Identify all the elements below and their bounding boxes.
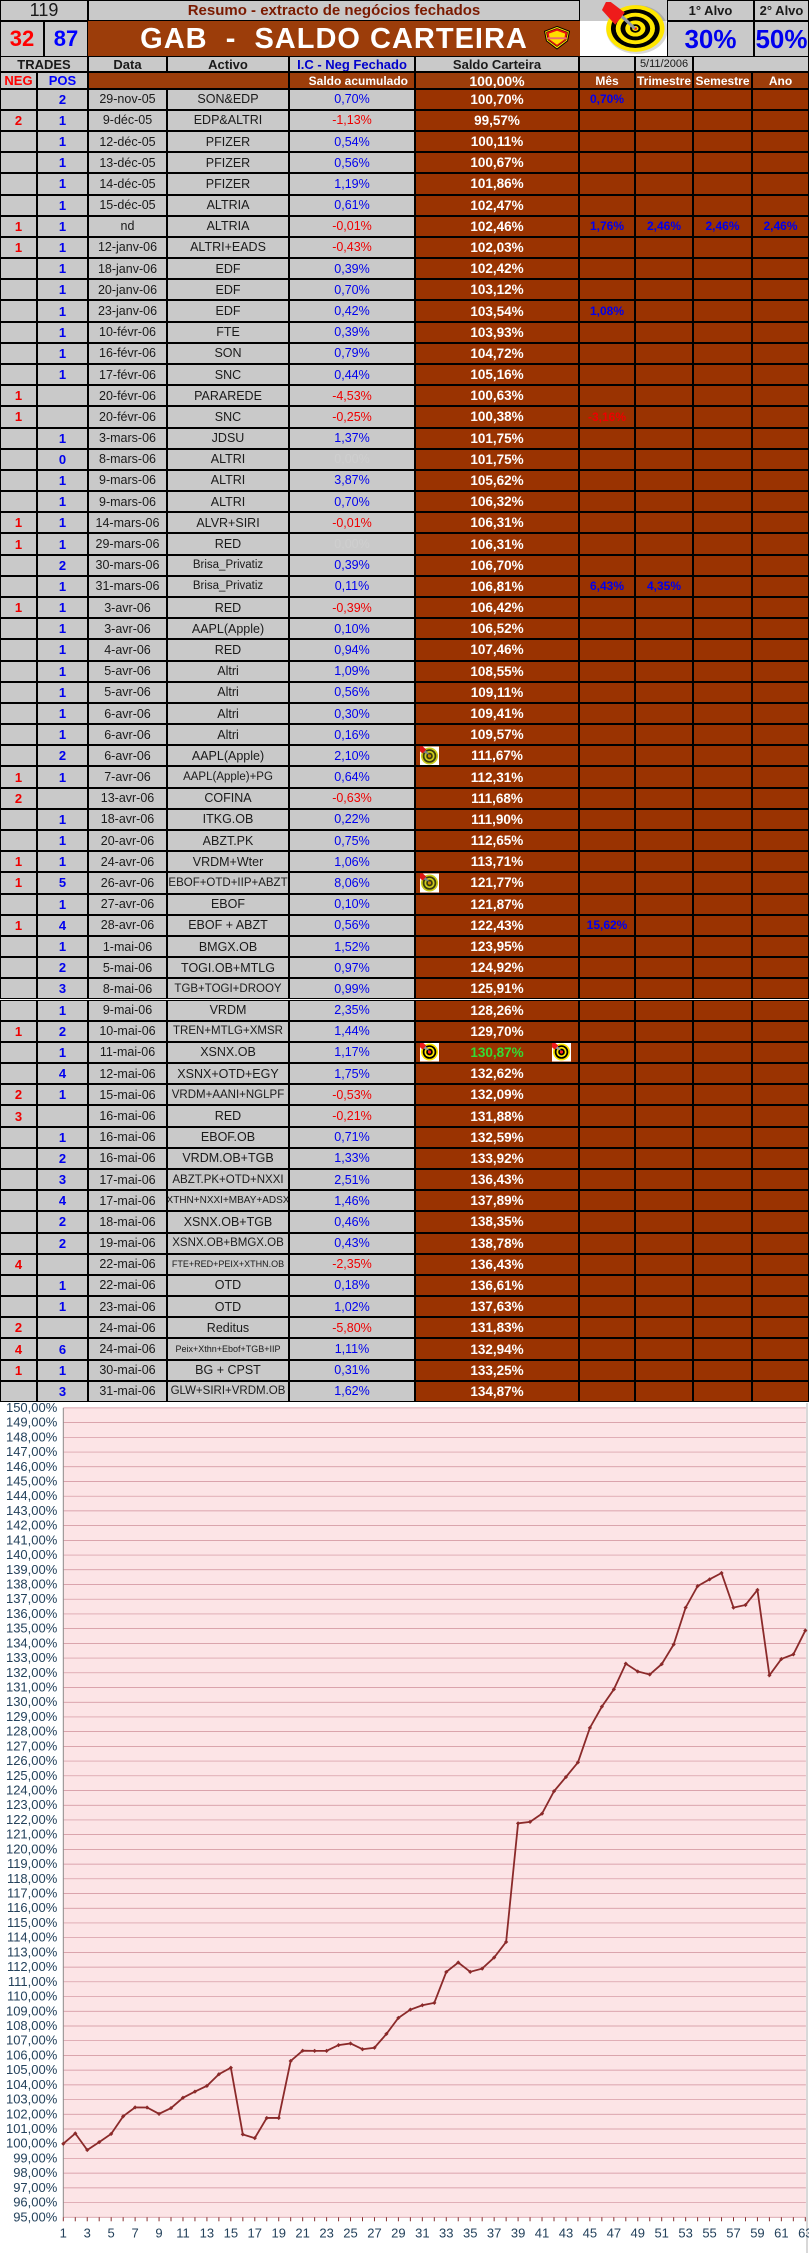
svg-text:115,00%: 115,00% (7, 1914, 58, 1929)
svg-text:113,00%: 113,00% (7, 1944, 58, 1959)
svg-text:114,00%: 114,00% (7, 1929, 58, 1944)
svg-text:133,00%: 133,00% (6, 1650, 58, 1665)
svg-text:146,00%: 146,00% (6, 1458, 58, 1473)
svg-text:108,00%: 108,00% (6, 2017, 58, 2032)
svg-text:136,00%: 136,00% (6, 1605, 58, 1620)
svg-text:104,00%: 104,00% (6, 2076, 58, 2091)
svg-text:17: 17 (248, 2225, 262, 2240)
svg-text:109,00%: 109,00% (6, 2003, 58, 2018)
svg-text:135,00%: 135,00% (6, 1620, 58, 1635)
svg-text:123,00%: 123,00% (6, 1797, 58, 1812)
svg-text:39: 39 (511, 2225, 525, 2240)
svg-text:100,00%: 100,00% (6, 2135, 58, 2150)
svg-text:143,00%: 143,00% (6, 1502, 58, 1517)
svg-text:57: 57 (726, 2225, 740, 2240)
svg-text:53: 53 (678, 2225, 692, 2240)
svg-text:59: 59 (750, 2225, 764, 2240)
svg-text:124,00%: 124,00% (6, 1782, 58, 1797)
svg-text:128,00%: 128,00% (6, 1723, 58, 1738)
svg-text:5: 5 (108, 2225, 115, 2240)
svg-text:126,00%: 126,00% (6, 1753, 58, 1768)
svg-text:13: 13 (200, 2225, 214, 2240)
svg-text:41: 41 (535, 2225, 549, 2240)
svg-text:107,00%: 107,00% (6, 2032, 58, 2047)
svg-text:141,00%: 141,00% (6, 1532, 58, 1547)
svg-text:35: 35 (463, 2225, 477, 2240)
svg-text:144,00%: 144,00% (6, 1488, 58, 1503)
svg-text:37: 37 (487, 2225, 501, 2240)
svg-text:116,00%: 116,00% (7, 1900, 58, 1915)
svg-text:97,00%: 97,00% (13, 2179, 58, 2194)
svg-text:3: 3 (84, 2225, 91, 2240)
svg-text:139,00%: 139,00% (6, 1561, 58, 1576)
svg-text:9: 9 (155, 2225, 162, 2240)
svg-text:150,00%: 150,00% (6, 1403, 58, 1415)
svg-text:122,00%: 122,00% (6, 1811, 58, 1826)
svg-text:129,00%: 129,00% (6, 1708, 58, 1723)
svg-text:15: 15 (224, 2225, 238, 2240)
svg-text:98,00%: 98,00% (13, 2165, 58, 2180)
svg-text:137,00%: 137,00% (6, 1591, 58, 1606)
svg-text:121,00%: 121,00% (6, 1826, 58, 1841)
svg-text:25: 25 (343, 2225, 357, 2240)
svg-text:47: 47 (607, 2225, 621, 2240)
svg-text:127,00%: 127,00% (6, 1738, 58, 1753)
svg-text:31: 31 (415, 2225, 429, 2240)
svg-text:21: 21 (295, 2225, 309, 2240)
svg-text:142,00%: 142,00% (6, 1517, 58, 1532)
svg-text:111,00%: 111,00% (8, 1973, 58, 1988)
svg-text:134,00%: 134,00% (6, 1635, 58, 1650)
svg-text:140,00%: 140,00% (6, 1547, 58, 1562)
svg-text:138,00%: 138,00% (6, 1576, 58, 1591)
svg-text:29: 29 (391, 2225, 405, 2240)
svg-text:147,00%: 147,00% (6, 1444, 58, 1459)
svg-text:33: 33 (439, 2225, 453, 2240)
svg-text:27: 27 (367, 2225, 381, 2240)
svg-text:105,00%: 105,00% (6, 2062, 58, 2077)
svg-text:45: 45 (583, 2225, 597, 2240)
svg-text:117,00%: 117,00% (7, 1885, 58, 1900)
svg-text:145,00%: 145,00% (6, 1473, 58, 1488)
svg-text:112,00%: 112,00% (7, 1959, 58, 1974)
svg-text:96,00%: 96,00% (13, 2194, 58, 2209)
svg-text:131,00%: 131,00% (6, 1679, 58, 1694)
svg-text:110,00%: 110,00% (7, 1988, 58, 2003)
svg-text:119,00%: 119,00% (7, 1856, 58, 1871)
svg-text:61: 61 (774, 2225, 788, 2240)
svg-text:63: 63 (798, 2225, 809, 2240)
svg-text:19: 19 (271, 2225, 285, 2240)
svg-text:1: 1 (60, 2225, 67, 2240)
svg-text:130,00%: 130,00% (6, 1694, 58, 1709)
svg-text:7: 7 (131, 2225, 138, 2240)
svg-text:43: 43 (559, 2225, 573, 2240)
svg-text:95,00%: 95,00% (13, 2209, 58, 2224)
svg-text:125,00%: 125,00% (6, 1767, 58, 1782)
svg-text:148,00%: 148,00% (6, 1429, 58, 1444)
svg-text:132,00%: 132,00% (6, 1664, 58, 1679)
svg-text:106,00%: 106,00% (6, 2047, 58, 2062)
svg-text:11: 11 (176, 2225, 190, 2240)
svg-text:103,00%: 103,00% (6, 2091, 58, 2106)
svg-text:23: 23 (319, 2225, 333, 2240)
svg-text:120,00%: 120,00% (6, 1841, 58, 1856)
svg-text:101,00%: 101,00% (6, 2120, 58, 2135)
svg-text:99,00%: 99,00% (13, 2150, 58, 2165)
svg-text:149,00%: 149,00% (6, 1414, 58, 1429)
svg-text:55: 55 (702, 2225, 716, 2240)
svg-text:49: 49 (631, 2225, 645, 2240)
svg-text:102,00%: 102,00% (6, 2106, 58, 2121)
svg-text:51: 51 (654, 2225, 668, 2240)
svg-text:118,00%: 118,00% (7, 1870, 58, 1885)
